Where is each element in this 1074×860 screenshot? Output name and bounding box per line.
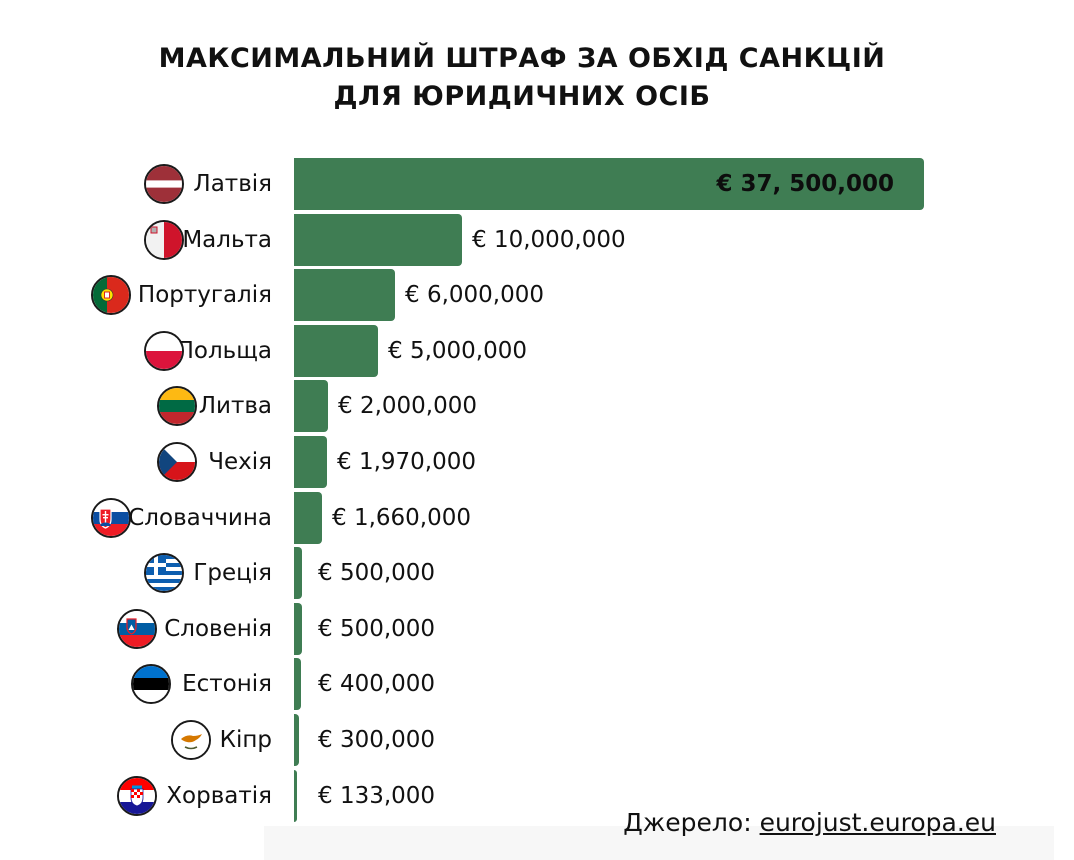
chart-row: Португалія € 6,000,000 <box>0 269 1074 322</box>
chart-row: Словенія € 500,000 <box>0 602 1074 655</box>
chart-row: Мальта € 10,000,000 <box>0 213 1074 266</box>
country-label: Латвія <box>193 171 272 197</box>
estonia-flag-icon <box>130 664 171 705</box>
bar <box>294 380 328 433</box>
value-label: € 37, 500,000 <box>716 171 894 197</box>
bar <box>294 602 302 655</box>
country-label: Хорватія <box>166 782 272 809</box>
slovenia-flag-icon <box>117 608 158 649</box>
chart-row: Естонія € 400,000 <box>0 658 1074 711</box>
chart-row: Греція € 500,000 <box>0 547 1074 600</box>
cyprus-flag-icon <box>170 720 211 760</box>
latvia-flag-icon <box>143 164 184 204</box>
czechia-flag-icon <box>157 442 198 482</box>
bar <box>294 324 378 377</box>
country-label: Мальта <box>182 226 272 253</box>
country-label: Словаччина <box>128 504 272 531</box>
value-label: € 300,000 <box>318 727 436 753</box>
portugal-flag-icon <box>90 275 131 316</box>
source-label: Джерело: <box>623 808 760 837</box>
source-note: Джерело: eurojust.europa.eu <box>623 808 996 837</box>
chart-row: Словаччина € 1,660,000 <box>0 491 1074 544</box>
country-label: Кіпр <box>219 727 272 753</box>
country-label: Чехія <box>208 449 272 475</box>
value-label: € 1,970,000 <box>337 449 476 475</box>
bar <box>294 769 297 822</box>
country-label: Литва <box>198 393 272 420</box>
bar <box>294 436 327 488</box>
country-label: Португалія <box>137 282 272 309</box>
chart-row: Польща € 5,000,000 <box>0 324 1074 377</box>
value-label: € 1,660,000 <box>332 504 471 531</box>
value-label: € 400,000 <box>318 671 436 698</box>
bar <box>294 714 299 766</box>
croatia-flag-icon <box>117 775 158 816</box>
poland-flag-icon <box>143 330 184 371</box>
chart-title-line-1: МАКСИМАЛЬНИЙ ШТРАФ ЗА ОБХІД САНКЦІЙ <box>158 43 886 74</box>
chart-row: Чехія € 1,970,000 <box>0 436 1074 488</box>
country-label: Словенія <box>164 615 272 642</box>
bar <box>294 491 322 544</box>
bar <box>294 213 462 266</box>
chart-title-line-2: ДЛЯ ЮРИДИЧНИХ ОСІБ <box>333 81 711 112</box>
chart-row: Литва € 2,000,000 <box>0 380 1074 433</box>
malta-flag-icon <box>143 219 184 260</box>
slovakia-flag-icon <box>90 497 131 538</box>
chart-row: Латвія € 37, 500,000 <box>0 158 1074 210</box>
value-label: € 2,000,000 <box>338 393 477 420</box>
value-label: € 500,000 <box>318 560 436 587</box>
source-background <box>264 826 1054 860</box>
value-label: € 5,000,000 <box>388 337 527 364</box>
lithuania-flag-icon <box>157 386 198 427</box>
source-link[interactable]: eurojust.europa.eu <box>759 808 996 837</box>
country-label: Греція <box>193 560 272 587</box>
chart-title: МАКСИМАЛЬНИЙ ШТРАФ ЗА ОБХІД САНКЦІЙ ДЛЯ … <box>0 40 1044 116</box>
chart-row: Кіпр € 300,000 <box>0 714 1074 766</box>
value-label: € 6,000,000 <box>405 282 544 309</box>
bar <box>294 547 302 600</box>
country-label: Естонія <box>182 671 272 698</box>
value-label: € 500,000 <box>318 615 436 642</box>
country-label: Польща <box>176 337 272 364</box>
bar <box>294 158 924 210</box>
bar <box>294 269 395 322</box>
value-label: € 133,000 <box>318 782 436 809</box>
greece-flag-icon <box>143 553 184 594</box>
value-label: € 10,000,000 <box>472 226 626 253</box>
bar <box>294 658 301 711</box>
chart-row: Хорватія € 133,000 <box>0 769 1074 822</box>
